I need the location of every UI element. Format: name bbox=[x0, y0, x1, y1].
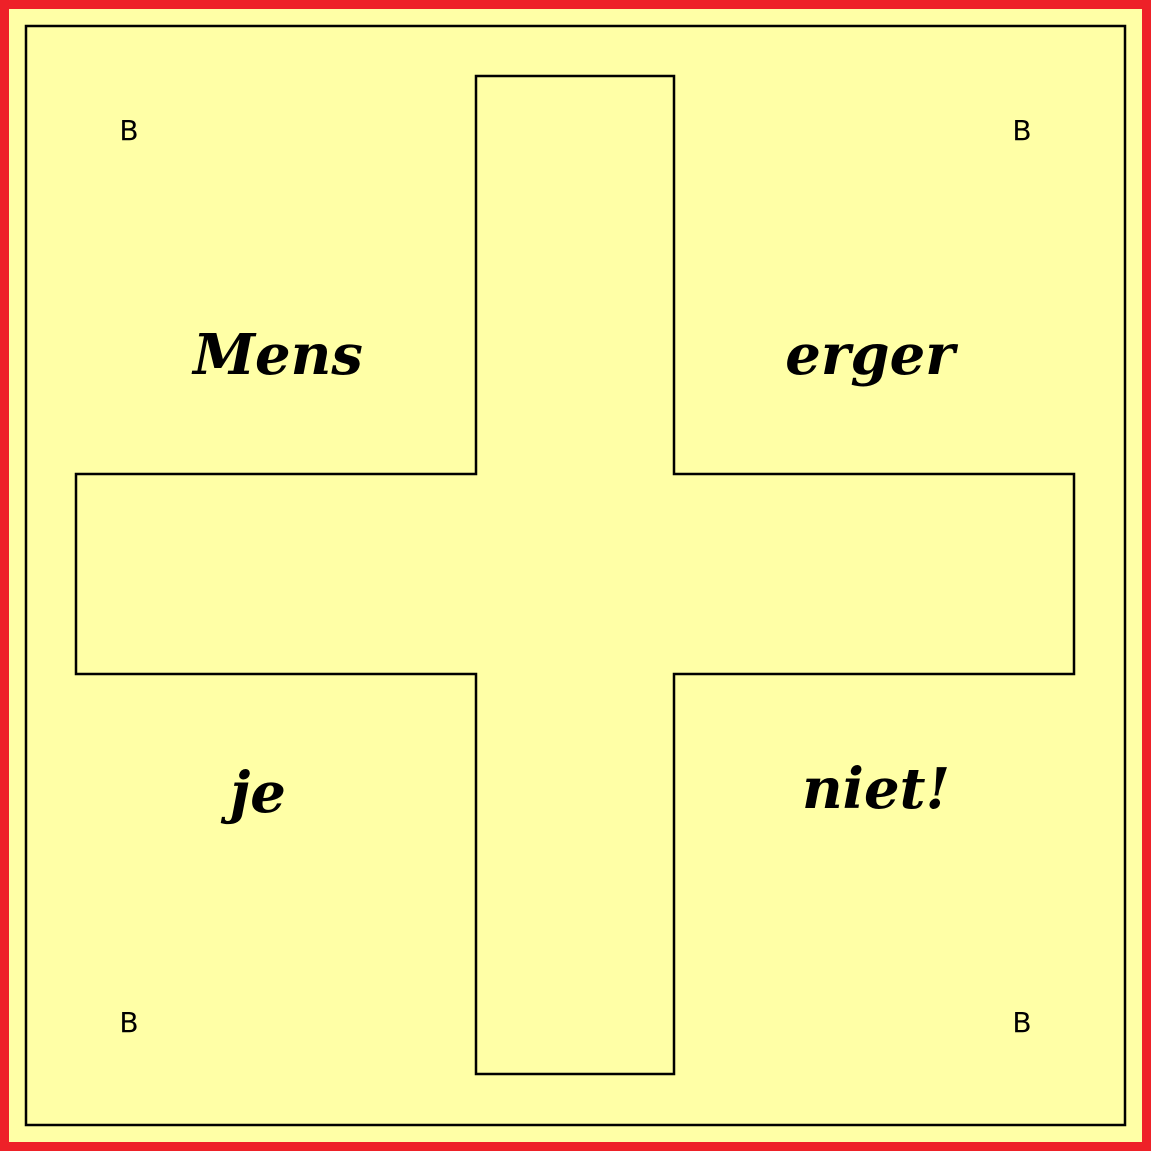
word-je: je bbox=[220, 760, 286, 826]
inner-frame bbox=[24, 24, 1127, 1127]
cross-track bbox=[74, 74, 1076, 1076]
word-niet: niet! bbox=[802, 756, 950, 822]
board-background bbox=[9, 9, 1142, 1142]
word-mens: Mens bbox=[191, 322, 363, 388]
corner-label-bottom-left: B bbox=[119, 1006, 138, 1039]
corner-label-bottom-right: B bbox=[1012, 1006, 1031, 1039]
corner-label-top-right: B bbox=[1012, 114, 1031, 147]
word-erger: erger bbox=[785, 322, 958, 388]
corner-label-top-left: B bbox=[119, 114, 138, 147]
